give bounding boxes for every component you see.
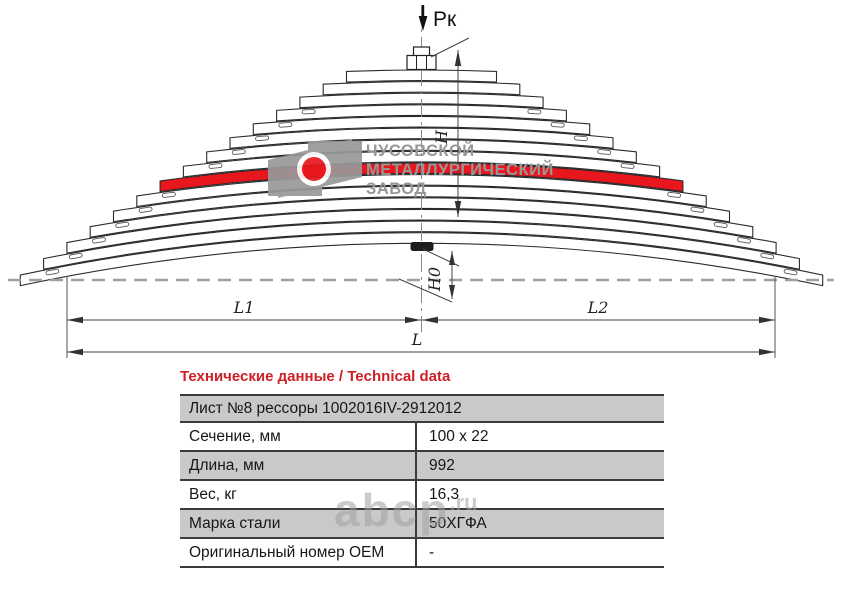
dim-l1: L1	[67, 298, 421, 324]
arrow-left-icon	[67, 348, 83, 356]
dim-l: L	[67, 330, 775, 356]
row-value: 992	[415, 452, 664, 479]
arrow-up-icon	[449, 251, 455, 265]
leaf-clip-mark	[92, 237, 106, 244]
table-row: Оригинальный номер OEM -	[180, 539, 664, 568]
leaf-clip-mark	[690, 206, 705, 213]
dim-l-label: L	[411, 330, 423, 349]
leaf-clip-mark	[574, 135, 588, 142]
row-label: Оригинальный номер OEM	[189, 543, 385, 561]
dim-h: H	[430, 37, 470, 217]
table-header-text: Лист №8 рессоры 1002016IV-2912012	[189, 399, 462, 417]
arrow-down-icon	[449, 285, 455, 299]
leaf-spring-drawing: Рк H H0	[8, 5, 834, 358]
arrow-down-icon	[454, 201, 462, 217]
table-row: Сечение, мм 100 x 22	[180, 423, 664, 452]
center-bolt	[406, 46, 437, 71]
dim-h-label: H	[432, 129, 451, 145]
bolt-bottom-nut	[410, 242, 434, 251]
table-header-row: Лист №8 рессоры 1002016IV-2912012	[180, 394, 664, 423]
arrow-right-icon	[759, 316, 775, 324]
dim-h0: H0	[398, 248, 460, 303]
arrow-down-icon	[418, 16, 428, 31]
dim-l1-label: L1	[233, 298, 255, 317]
dim-l2-label: L2	[587, 298, 609, 317]
leaf-clip-mark	[278, 122, 293, 128]
leaf-clip-mark	[620, 163, 635, 169]
arrow-right-icon	[405, 316, 421, 324]
dim-h0-label: H0	[425, 267, 444, 292]
row-label: Вес, кг	[189, 485, 237, 503]
leader-line	[398, 278, 453, 303]
leaf	[19, 232, 824, 287]
leaf	[43, 220, 800, 270]
arrow-right-icon	[759, 348, 775, 356]
bolt-cap	[412, 46, 431, 57]
leaf-clip-mark	[783, 268, 798, 276]
leaf-clip-mark	[737, 237, 751, 244]
leaf-clip-mark	[301, 108, 316, 115]
leaf	[89, 197, 754, 238]
row-value: 16,3	[415, 481, 664, 508]
leaf-clip-mark	[115, 221, 130, 229]
logo-text-line1: ЧУСОВСКОЙ	[366, 141, 475, 160]
leaf-clip-mark	[713, 221, 728, 229]
leaf-clip-mark	[45, 268, 60, 276]
leaf	[66, 208, 777, 254]
leaf-clip-mark	[760, 252, 775, 260]
table-row: Вес, кг 16,3	[180, 481, 664, 510]
row-value: -	[415, 539, 664, 566]
leaf-clip-mark	[255, 135, 269, 142]
leaf	[252, 115, 591, 136]
row-label: Сечение, мм	[189, 427, 281, 445]
load-arrow-group: Рк	[418, 5, 457, 31]
leaf-clip-mark	[138, 206, 153, 213]
table-row: Марка стали 50ХГФА	[180, 510, 664, 539]
load-label: Рк	[433, 8, 457, 31]
table-title: Технические данные / Technical data	[180, 368, 451, 385]
row-value: 50ХГФА	[415, 510, 664, 537]
leaf-clip-mark	[161, 191, 176, 198]
row-label: Марка стали	[189, 514, 281, 532]
leaf-clip-mark	[550, 122, 565, 128]
leaf-clip-mark	[527, 108, 542, 115]
leaf-clip-mark	[208, 163, 223, 169]
logo-mark-icon	[268, 139, 362, 198]
arrow-left-icon	[422, 316, 438, 324]
arrow-left-icon	[67, 316, 83, 324]
table-row: Длина, мм 992	[180, 452, 664, 481]
logo-text-line3: ЗАВОД	[366, 180, 427, 198]
arrow-up-icon	[454, 50, 462, 66]
logo-text-line2: МЕТАЛЛУРГИЧЕСКИЙ	[366, 160, 554, 179]
leaf-clip-mark	[597, 149, 612, 155]
bolt-nut	[406, 54, 437, 71]
leaf	[322, 81, 521, 96]
dim-l2: L2	[422, 298, 775, 324]
row-label: Длина, мм	[189, 456, 265, 474]
leaf-clip-mark	[667, 191, 682, 198]
row-value: 100 x 22	[415, 423, 664, 450]
brand-logo: ЧУСОВСКОЙ МЕТАЛЛУРГИЧЕСКИЙ ЗАВОД	[268, 139, 554, 198]
leaf-clip-mark	[68, 252, 83, 260]
leader-line	[430, 37, 470, 58]
technical-data-panel: Технические данные / Technical data Лист…	[180, 368, 664, 568]
leaf-clip-mark	[231, 149, 246, 155]
